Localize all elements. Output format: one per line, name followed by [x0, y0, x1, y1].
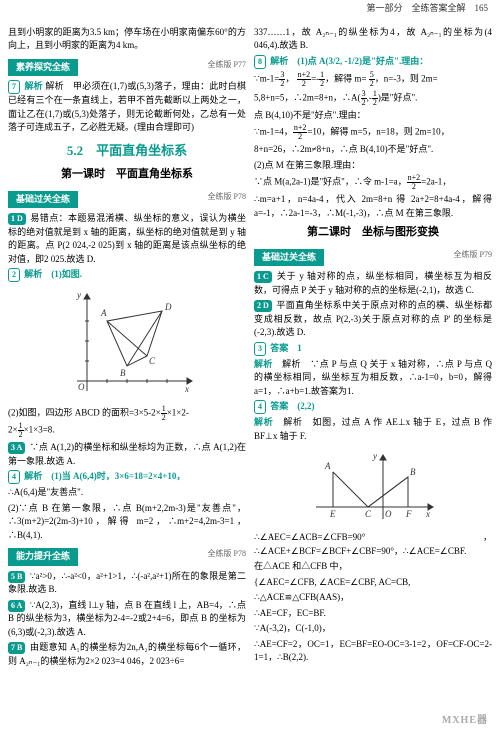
r-q1-text: 关于 y 轴对称的点，纵坐标相同，横坐标互为相反数，可得点 P 关于 y 轴对称… — [254, 271, 492, 295]
r-q4-l7: ∴AE=CF=2，OC=1，EC=BF=EO-OC=3-1=2，OF=CF-OC… — [254, 638, 492, 665]
section-ref-4: 全练版 P79 — [454, 249, 492, 261]
r-q4: 4 答案 (2,2) — [254, 400, 492, 414]
q1-num: 1 D — [8, 213, 26, 225]
section-header-3: 能力提升全练 全练版 P78 — [8, 544, 246, 568]
svg-text:E: E — [329, 509, 336, 519]
q5-num: 5 B — [8, 571, 25, 583]
q4-num: 4 — [8, 470, 20, 484]
section-ref-2: 全练版 P78 — [208, 191, 246, 203]
section-header-2: 基础过关全练 全练版 P78 — [8, 187, 246, 211]
q7b: 7 B 由题意知 A₁的横坐标为2n,A₂的横坐标每6个一循环，则 A₂ₙ₋₁的… — [8, 641, 246, 668]
r-q1-num: 1 C — [254, 271, 272, 283]
q7b-text: 由题意知 A₁的横坐标为2n,A₂的横坐标每6个一循环，则 A₂ₙ₋₁的横坐标为… — [8, 642, 246, 666]
r-q4-jiexi: 解析 解析 如图，过点 A 作 AE⊥x 轴于 E，过点 B 作 BF⊥x 轴于… — [254, 416, 492, 443]
svg-text:A: A — [324, 461, 331, 471]
r-q2: 2 D 平面直角坐标系中关于原点对称的点的横、纵坐标都变成相反数，故点 P(2,… — [254, 299, 492, 340]
r-q4-l5: ∴AE=CF，EC=BF. — [254, 607, 492, 621]
q7: 7 解析 解析 甲必须在(1,7)或(5,3)落子，理由：此时白棋已经有三个在一… — [8, 80, 246, 135]
r-q3-ans-label: 答案 1 — [270, 343, 302, 353]
svg-text:y: y — [372, 451, 377, 461]
section-label-4: 基础过关全练 — [254, 249, 324, 267]
lesson-title-2: 第二课时 坐标与图形变换 — [254, 224, 492, 241]
watermark: MXHE器 — [442, 713, 488, 728]
r-q4-l4: ∴△ACE≌△CFB(AAS)， — [254, 591, 492, 605]
q7b-num: 7 B — [8, 642, 25, 654]
q8-l1: ∵m-1=32， n+22=-12，解得 m= 52，n=-3，则 2m= — [254, 71, 492, 88]
q4-l2: ∴A(6,4)是"友善点". — [8, 486, 246, 500]
q7-text: 解析 甲必须在(1,7)或(5,3)落子，理由：此时白棋已经有三个在一条直线上，… — [8, 81, 246, 132]
lesson-title-1: 第一课时 平面直角坐标系 — [8, 166, 246, 183]
cont-text: 337……1，故 A₂ₙ₋₁的纵坐标为4，故 A₂ₙ₋₁的坐标为(4 046,4… — [254, 26, 492, 53]
q2-num: 2 — [8, 268, 20, 282]
left-column: 且到小明家的距离为3.5 km；停车场在小明家南偏东60°的方向上，且到小明家的… — [8, 24, 246, 671]
q7-jiexi-label: 解析 — [24, 81, 42, 91]
r-q4-l2: 在△ACE 和△CFB 中， — [254, 560, 492, 574]
q3-num: 3 A — [8, 442, 25, 454]
r-q2-text: 平面直角坐标系中关于原点对称的点的横、纵坐标都变成相反数，故点 P(2,-3)关… — [254, 300, 492, 337]
svg-text:O: O — [78, 382, 85, 392]
r-q4-l6: ∵A(-3,2)，C(-1,0)， — [254, 622, 492, 636]
q2: 2 解析 (1)如图. — [8, 268, 246, 282]
q6: 6 A ∵A(2,3)，直线 l⊥y 轴，点 B 在直线 l 上，AB=4，∴点… — [8, 599, 246, 640]
svg-text:y: y — [76, 290, 81, 300]
q4: 4 解析 (1)当 A(6,4)时，3×6=18=2×4+10， — [8, 470, 246, 484]
q4-l3: (2)∵点 B 在第一象限，∴点 B(m+2,2m-3)是"友善点"，∴3(m+… — [8, 502, 246, 543]
right-column: 337……1，故 A₂ₙ₋₁的纵坐标为4，故 A₂ₙ₋₁的坐标为(4 046,4… — [254, 24, 492, 671]
r-q4-ans-label: 答案 (2,2) — [270, 401, 314, 411]
r-q4-l3: {∠AEC=∠CFB, ∠ACE=∠CBF, AC=CB, — [254, 576, 492, 590]
q2-jiexi-label: 解析 (1)如图. — [24, 269, 82, 279]
section-ref-3: 全练版 P78 — [208, 548, 246, 560]
q8-l3: 点 B(4,10)不是"好点".理由： — [254, 109, 492, 123]
section-label-2: 基础过关全练 — [8, 191, 78, 209]
r-q3-num: 3 — [254, 342, 266, 356]
q6-text: ∵A(2,3)，直线 l⊥y 轴，点 B 在直线 l 上，AB=4，∴点 B 的… — [8, 600, 246, 637]
svg-text:B: B — [120, 368, 126, 378]
q8-l2: 5,8+n=5，∴2m=8+n，∴A(32,-12)是"好点". — [254, 90, 492, 107]
q3-text: ∵点 A(1,2)的横坐标和纵坐标均为正数，∴点 A(1,2)在第一象限.故选 … — [8, 442, 246, 466]
q5-text: ∵a²>0，∴-a²<0，a²+1>1，∴(-a²,a²+1)所在的象限是第二象… — [8, 571, 246, 595]
q8-l6: (2)点 M 在第三象限.理由： — [254, 159, 492, 173]
svg-text:x: x — [425, 509, 430, 519]
chapter-title: 5.2 平面直角坐标系 — [8, 141, 246, 161]
svg-text:x: x — [184, 384, 189, 394]
q7-num: 7 — [8, 80, 20, 94]
q4-jiexi-label: 解析 (1)当 A(6,4)时，3×6=18=2×4+10， — [24, 471, 185, 481]
svg-text:A: A — [100, 308, 107, 318]
svg-text:C: C — [149, 356, 156, 366]
r-q3: 3 答案 1 — [254, 342, 492, 356]
r-q3-jiexi: 解析 解析 ∵点 P 与点 Q 关于 x 轴对称，∴点 P 与点 Q 的横坐标相… — [254, 358, 492, 399]
page-body: 且到小明家的距离为3.5 km；停车场在小明家南偏东60°的方向上，且到小明家的… — [0, 20, 500, 675]
q8-l5: 8+n=26，∴2m≠8+n，∴点 B(4,10)不是"好点". — [254, 143, 492, 157]
section-header-4: 基础过关全练 全练版 P79 — [254, 245, 492, 269]
r-q4-l1: ∴∠AEC=∠ACB=∠CFB=90°，∴∠ACE+∠BCF=∠BCF+∠CBF… — [254, 531, 492, 558]
page-header: 第一部分 全练答案全解 165 — [0, 0, 500, 20]
svg-text:C: C — [365, 509, 372, 519]
q8-num: 8 — [254, 55, 266, 69]
q8-l7: ∵点 M(a,2a-1)是"好点"，∴令 m-1=a，n+22=2a-1， — [254, 174, 492, 191]
r-q2-num: 2 D — [254, 300, 272, 312]
svg-text:F: F — [405, 509, 412, 519]
q8-l8: ∴m=a+1，n=4a-4，代入 2m=8+n 得 2a+2=8+4a-4，解得… — [254, 193, 492, 220]
q2-part2: (2)如图，四边形 ABCD 的面积=3×5-2×12×1×2- 2×12×1×… — [8, 405, 246, 439]
r-q1: 1 C 关于 y 轴对称的点，纵坐标相同，横坐标互为相反数，可得点 P 关于 y… — [254, 270, 492, 297]
q8: 8 解析 (1)点 A(3/2, -1/2)是"好点".理由： — [254, 55, 492, 69]
section-ref-1: 全练版 P77 — [208, 59, 246, 71]
svg-text:D: D — [164, 302, 172, 312]
q1-text: 易错点：本题易混淆横、纵坐标的意义，误认为横坐标的绝对值就是到 x 轴的距离，纵… — [8, 213, 246, 264]
graph-triangle: A B E C O F x y — [308, 447, 438, 527]
section-label-3: 能力提升全练 — [8, 548, 78, 566]
r-q4-num: 4 — [254, 400, 266, 414]
q8-jiexi-label: 解析 (1)点 A(3/2, -1/2)是"好点".理由： — [270, 56, 428, 66]
q1: 1 D 易错点：本题易混淆横、纵坐标的意义，误认为横坐标的绝对值就是到 x 轴的… — [8, 212, 246, 266]
q5: 5 B ∵a²>0，∴-a²<0，a²+1>1，∴(-a²,a²+1)所在的象限… — [8, 570, 246, 597]
intro-text: 且到小明家的距离为3.5 km；停车场在小明家南偏东60°的方向上，且到小明家的… — [8, 26, 246, 53]
section-header-1: 素养探究全练 全练版 P77 — [8, 55, 246, 79]
svg-text:B: B — [410, 467, 416, 477]
section-label-1: 素养探究全练 — [8, 59, 78, 77]
q3: 3 A ∵点 A(1,2)的横坐标和纵坐标均为正数，∴点 A(1,2)在第一象限… — [8, 441, 246, 468]
graph-abcd: A D B C Ox y — [57, 286, 197, 401]
q6-num: 6 A — [8, 600, 25, 612]
q8-l4: ∵m-1=4，n+22=10，解得 m=5，n=18，则 2m=10， — [254, 124, 492, 141]
svg-text:O: O — [385, 509, 392, 519]
